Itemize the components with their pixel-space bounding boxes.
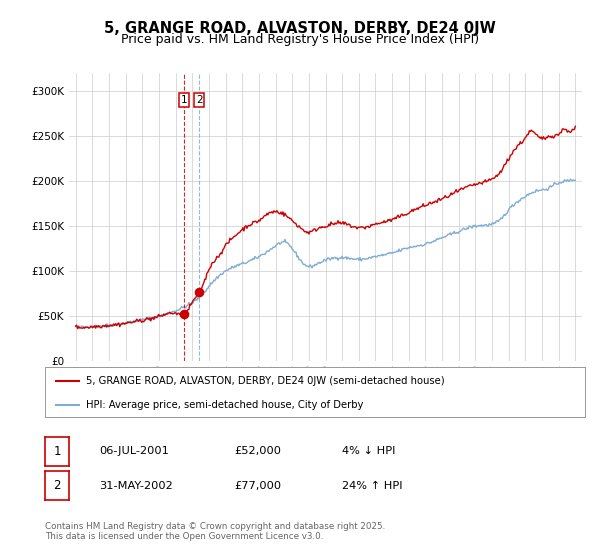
Text: 5, GRANGE ROAD, ALVASTON, DERBY, DE24 0JW (semi-detached house): 5, GRANGE ROAD, ALVASTON, DERBY, DE24 0J… <box>86 376 444 386</box>
Text: 2: 2 <box>196 95 202 105</box>
Text: HPI: Average price, semi-detached house, City of Derby: HPI: Average price, semi-detached house,… <box>86 400 363 409</box>
Text: £52,000: £52,000 <box>234 446 281 456</box>
Point <box>194 287 204 296</box>
Text: 5, GRANGE ROAD, ALVASTON, DERBY, DE24 0JW: 5, GRANGE ROAD, ALVASTON, DERBY, DE24 0J… <box>104 21 496 36</box>
Text: 1: 1 <box>181 95 187 105</box>
Text: 2: 2 <box>53 479 61 492</box>
Text: £77,000: £77,000 <box>234 480 281 491</box>
Text: 1: 1 <box>53 445 61 458</box>
Point <box>179 310 189 319</box>
Text: Price paid vs. HM Land Registry's House Price Index (HPI): Price paid vs. HM Land Registry's House … <box>121 33 479 46</box>
Text: 31-MAY-2002: 31-MAY-2002 <box>99 480 173 491</box>
Text: 06-JUL-2001: 06-JUL-2001 <box>99 446 169 456</box>
Text: Contains HM Land Registry data © Crown copyright and database right 2025.
This d: Contains HM Land Registry data © Crown c… <box>45 522 385 542</box>
Text: 24% ↑ HPI: 24% ↑ HPI <box>342 480 403 491</box>
Text: 4% ↓ HPI: 4% ↓ HPI <box>342 446 395 456</box>
